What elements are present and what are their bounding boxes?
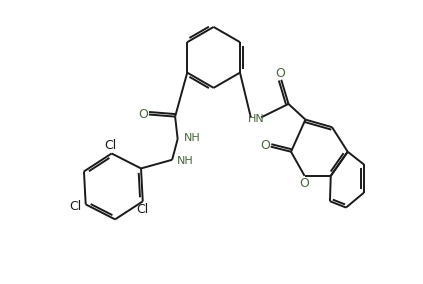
Text: NH: NH xyxy=(177,156,194,166)
Text: O: O xyxy=(260,139,270,152)
Text: Cl: Cl xyxy=(104,139,117,152)
Text: O: O xyxy=(275,67,286,80)
Text: O: O xyxy=(138,108,148,121)
Text: HN: HN xyxy=(247,114,264,124)
Text: Cl: Cl xyxy=(137,203,149,216)
Text: O: O xyxy=(299,177,309,190)
Text: Cl: Cl xyxy=(69,200,81,213)
Text: NH: NH xyxy=(184,133,201,143)
